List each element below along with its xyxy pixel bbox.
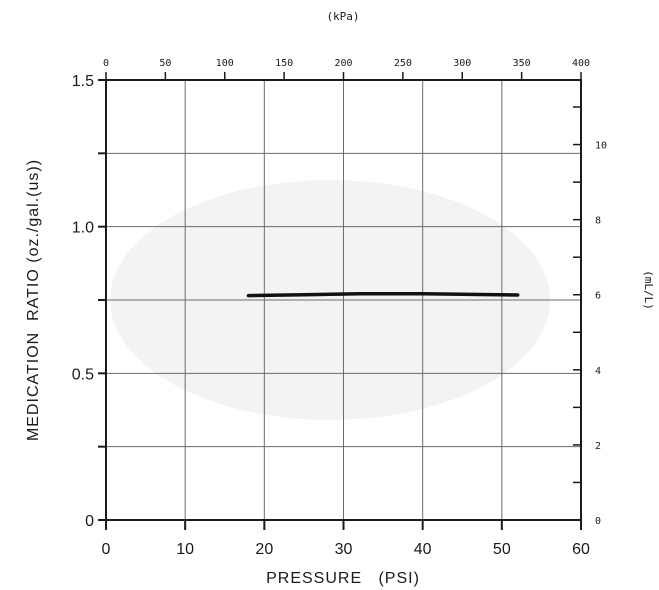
right-axis-title: (mL/L)	[642, 270, 655, 310]
right-tick-label: 2	[595, 441, 601, 452]
right-tick-label: 6	[595, 291, 601, 302]
top-axis-title: (kPa)	[326, 10, 359, 23]
y-tick-label: 0.5	[72, 366, 94, 383]
top-tick-label: 50	[159, 58, 171, 69]
grid-lines	[106, 80, 581, 520]
x-tick-label: 40	[414, 541, 432, 558]
y-axis-title: MEDICATION RATIO (oz./gal.(us))	[25, 159, 42, 441]
top-tick-label: 200	[334, 58, 352, 69]
top-tick-label: 350	[513, 58, 531, 69]
right-tick-label: 10	[595, 141, 607, 152]
series-layer	[246, 292, 520, 298]
top-tick-label: 150	[275, 58, 293, 69]
axis-ticks	[98, 72, 582, 530]
y-tick-label: 1.0	[72, 220, 94, 237]
right-tick-label: 0	[595, 516, 601, 527]
x-tick-label: 20	[255, 541, 273, 558]
x-tick-label: 60	[572, 541, 590, 558]
top-tick-label: 250	[394, 58, 412, 69]
x-tick-label: 50	[493, 541, 511, 558]
y-tick-label: 0	[85, 513, 94, 530]
y-tick-label: 1.5	[72, 73, 94, 90]
top-tick-label: 300	[453, 58, 471, 69]
x-tick-label: 30	[335, 541, 353, 558]
top-tick-label: 0	[103, 58, 109, 69]
top-tick-label: 100	[216, 58, 234, 69]
series-line	[246, 292, 520, 298]
x-tick-label: 10	[176, 541, 194, 558]
top-tick-label: 400	[572, 58, 590, 69]
right-tick-label: 4	[595, 366, 601, 377]
x-tick-label: 0	[102, 541, 111, 558]
right-tick-label: 8	[595, 216, 601, 227]
x-axis-title: PRESSURE (PSI)	[266, 570, 420, 587]
